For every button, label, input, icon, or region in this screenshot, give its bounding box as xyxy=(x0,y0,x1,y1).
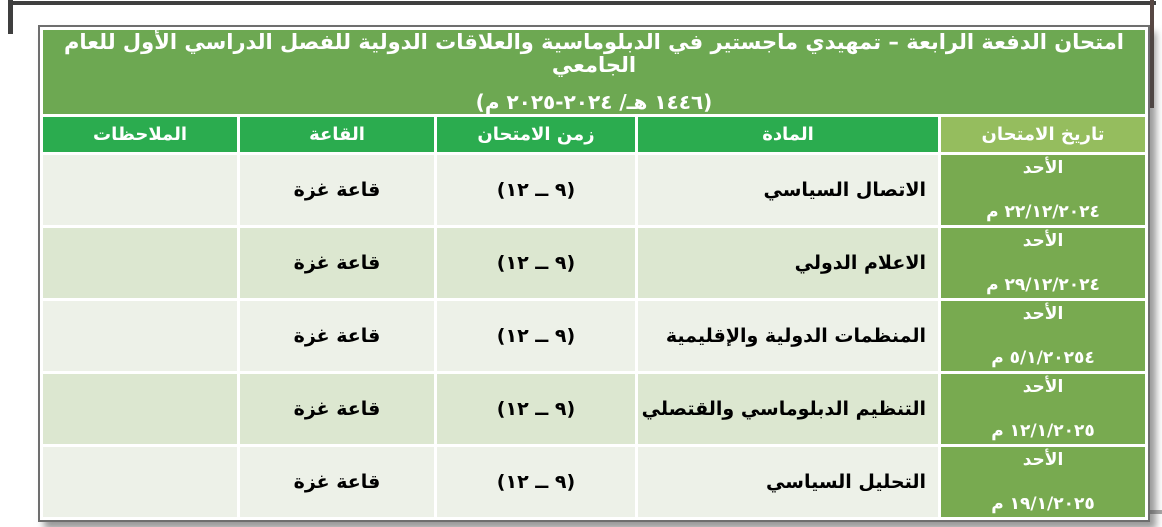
cell-subject: الاعلام الدولي xyxy=(638,228,938,299)
table-title-line2: (١٤٤٦ هـ/ ٢٠٢٤-٢٠٢٥ م) xyxy=(475,90,713,115)
cell-room: قاعة غزة xyxy=(240,301,434,372)
exam-date: ١٩/١/٢٠٢٥ م xyxy=(991,493,1095,514)
cell-room: قاعة غزة xyxy=(240,228,434,299)
cell-exam-time: (٩ ــ ١٢) xyxy=(437,301,635,372)
cell-room: قاعة غزة xyxy=(240,374,434,445)
cell-subject: التحليل السياسي xyxy=(638,447,938,518)
exam-day: الأحد xyxy=(1022,157,1064,178)
table-header-row: تاريخ الامتحان المادة زمن الامتحان القاع… xyxy=(43,117,1145,153)
table-title-row: امتحان الدفعة الرابعة – تمهيدي ماجستير ف… xyxy=(43,30,1145,115)
table-title: امتحان الدفعة الرابعة – تمهيدي ماجستير ف… xyxy=(43,30,1145,115)
exam-day: الأحد xyxy=(1022,376,1064,397)
exam-date: ٥/١/٢٠٢٥٤ م xyxy=(991,347,1095,368)
table-row: الأحد ١٢/١/٢٠٢٥ م التنظيم الدبلوماسي وال… xyxy=(43,374,1145,445)
table-row: الأحد ٥/١/٢٠٢٥٤ م المنظمات الدولية والإق… xyxy=(43,301,1145,372)
cell-notes xyxy=(43,447,237,518)
page-border-right xyxy=(1150,0,1154,108)
cell-room: قاعة غزة xyxy=(240,155,434,226)
cell-exam-date: الأحد ٢٩/١٢/٢٠٢٤ م xyxy=(941,228,1145,299)
cell-notes xyxy=(43,301,237,372)
cell-subject: التنظيم الدبلوماسي والقتصلي xyxy=(638,374,938,445)
cell-exam-time: (٩ ــ ١٢) xyxy=(437,228,635,299)
table-row: الأحد ١٩/١/٢٠٢٥ م التحليل السياسي (٩ ــ … xyxy=(43,447,1145,518)
header-notes: الملاحظات xyxy=(43,117,237,153)
cell-notes xyxy=(43,228,237,299)
table-title-line1: امتحان الدفعة الرابعة – تمهيدي ماجستير ف… xyxy=(64,30,1124,78)
header-subject: المادة xyxy=(638,117,938,153)
header-exam-date: تاريخ الامتحان xyxy=(941,117,1145,153)
cell-subject: المنظمات الدولية والإقليمية xyxy=(638,301,938,372)
exam-date: ٢٩/١٢/٢٠٢٤ م xyxy=(986,274,1100,295)
cell-exam-time: (٩ ــ ١٢) xyxy=(437,155,635,226)
header-exam-time: زمن الامتحان xyxy=(437,117,635,153)
cell-exam-date: الأحد ٥/١/٢٠٢٥٤ م xyxy=(941,301,1145,372)
cell-exam-date: الأحد ١٢/١/٢٠٢٥ م xyxy=(941,374,1145,445)
cell-exam-time: (٩ ــ ١٢) xyxy=(437,447,635,518)
header-room: القاعة xyxy=(240,117,434,153)
page-border-left xyxy=(8,0,13,34)
exam-date: ١٢/١/٢٠٢٥ م xyxy=(991,420,1095,441)
page-border-top xyxy=(10,1,1156,5)
cell-exam-time: (٩ ــ ١٢) xyxy=(437,374,635,445)
exam-day: الأحد xyxy=(1022,230,1064,251)
exam-schedule-table: امتحان الدفعة الرابعة – تمهيدي ماجستير ف… xyxy=(38,25,1150,523)
exam-day: الأحد xyxy=(1022,303,1064,324)
exam-date: ٢٢/١٢/٢٠٢٤ م xyxy=(986,201,1100,222)
cell-notes xyxy=(43,155,237,226)
cell-room: قاعة غزة xyxy=(240,447,434,518)
cell-subject: الاتصال السياسي xyxy=(638,155,938,226)
table-row: الأحد ٢٢/١٢/٢٠٢٤ م الاتصال السياسي (٩ ــ… xyxy=(43,155,1145,226)
cell-notes xyxy=(43,374,237,445)
table-row: الأحد ٢٩/١٢/٢٠٢٤ م الاعلام الدولي (٩ ــ … xyxy=(43,228,1145,299)
exam-day: الأحد xyxy=(1022,449,1064,470)
cell-exam-date: الأحد ١٩/١/٢٠٢٥ م xyxy=(941,447,1145,518)
cell-exam-date: الأحد ٢٢/١٢/٢٠٢٤ م xyxy=(941,155,1145,226)
